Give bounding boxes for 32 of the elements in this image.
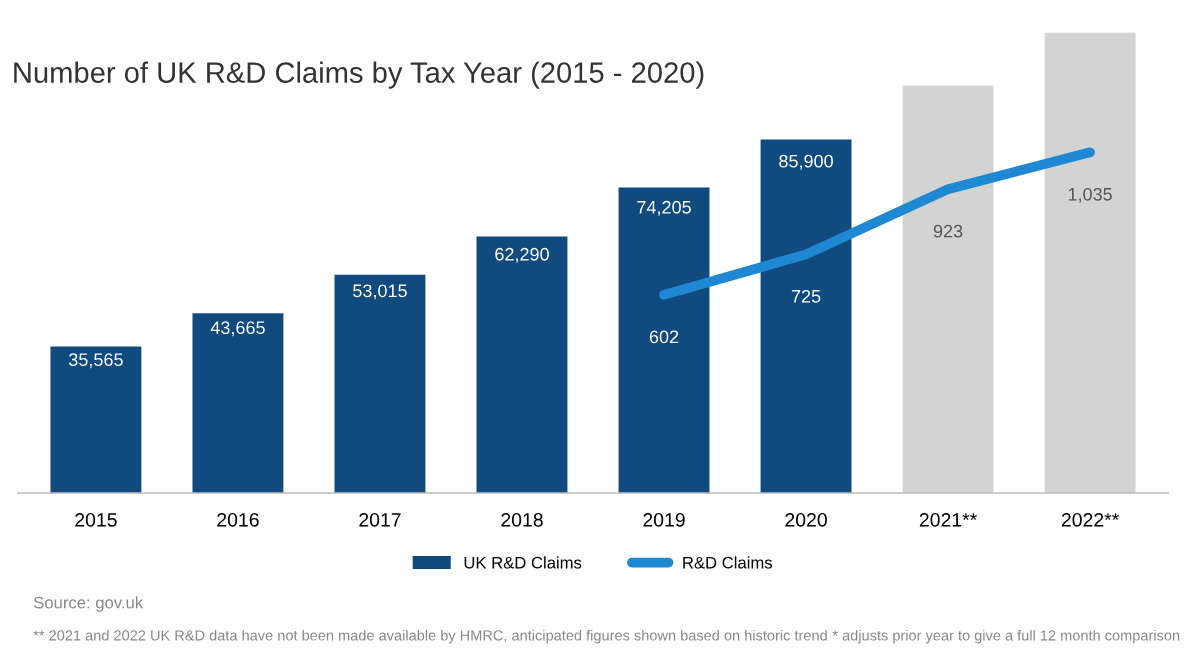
bar	[1044, 32, 1136, 494]
data-label: 53,015	[353, 284, 407, 300]
x-tick-label: 2019	[643, 512, 685, 527]
bar	[50, 346, 142, 494]
bar	[902, 85, 994, 494]
bar	[334, 274, 426, 494]
legend-label: R&D Claims	[683, 556, 773, 569]
x-tick-label: 2020	[785, 512, 827, 527]
x-tick-label: 2017	[359, 512, 401, 527]
data-label: 74,205	[637, 200, 691, 216]
bar	[760, 139, 852, 494]
x-tick-label: 2022**	[1061, 512, 1119, 527]
data-label: 43,665	[210, 321, 265, 337]
data-label: 923	[933, 224, 963, 238]
text: Number of UK R&D Claims by Tax Year (2015 - 2020)	[14, 61, 704, 89]
x-tick-label: 2016	[217, 512, 259, 527]
bar	[476, 236, 568, 494]
data-label: 35,565	[68, 353, 123, 369]
data-label: 602	[649, 330, 679, 344]
legend-label: UK R&D Claims	[464, 556, 582, 569]
bar	[618, 187, 710, 494]
x-tick-label: 2018	[501, 512, 543, 527]
data-label: 85,900	[779, 154, 833, 170]
data-label: 725	[791, 289, 821, 303]
data-label: 1,035	[1068, 187, 1112, 203]
x-tick-label: 2015	[75, 512, 117, 527]
text: ** 2021 and 2022 UK R&D data have not been made available by HMRC, anticipated figures shown based on historic trend	[33, 629, 827, 644]
text: * adjusts prior year to give a full 12 month comparison	[832, 629, 1180, 644]
x-tick-label: 2021**	[919, 512, 977, 527]
source-note: Source: gov.uk	[33, 596, 144, 612]
data-label: 62,290	[495, 247, 549, 263]
bar	[192, 313, 284, 494]
